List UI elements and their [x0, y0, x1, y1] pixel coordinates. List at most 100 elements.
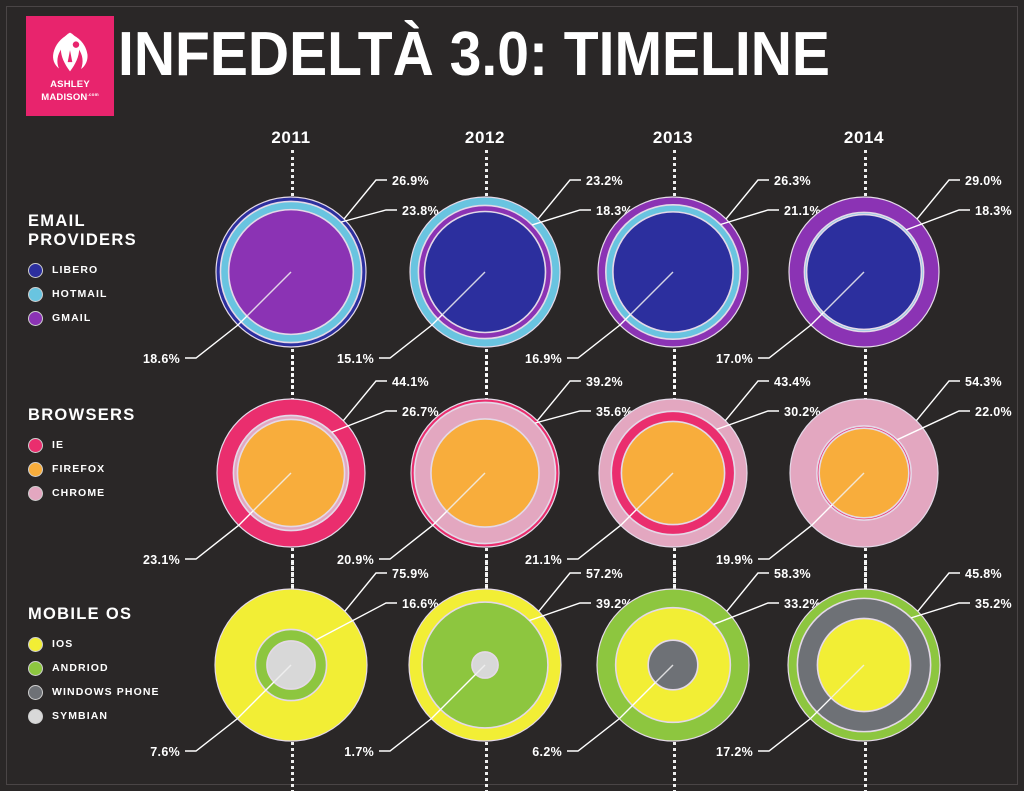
legend-item-ios[interactable]: IOS	[28, 632, 160, 656]
callout-leader-line	[534, 410, 591, 424]
year-label-2013: 2013	[652, 128, 694, 147]
callout-leader-line	[538, 572, 581, 612]
logo-line-1: ASHLEY	[50, 79, 90, 90]
callout-value-inner: 19.9%	[716, 553, 753, 567]
callout-leader-line	[185, 681, 275, 752]
callout-value-outer: 23.2%	[586, 174, 623, 188]
chart-browsers-2013: 43.4% 30.2% 21.1%	[525, 353, 863, 593]
legend-item-gmail[interactable]: GMAIL	[28, 306, 137, 330]
callout-leader-inner	[636, 472, 674, 510]
legend-title-mobile-os: MOBILE OS	[28, 605, 133, 623]
callout-leader-line	[185, 315, 248, 359]
callout-leader-line	[716, 410, 779, 431]
legend-mobile-os: MOBILE OS IOS ANDRIOD WINDOWS PHONE SYMBIAN	[28, 605, 160, 728]
callout-leader-line	[531, 209, 591, 226]
callout-value-inner: 16.9%	[525, 352, 562, 366]
callout-value-outer: 45.8%	[965, 567, 1002, 581]
callout-leader-line	[758, 312, 824, 359]
callout-leader-line	[342, 380, 387, 422]
callout-value-outer: 58.3%	[774, 567, 811, 581]
callout-value-inner: 21.1%	[525, 553, 562, 567]
callout-value-middle: 22.0%	[975, 405, 1012, 419]
callout-leader-inner	[252, 472, 292, 512]
legend-item-symbian[interactable]: SYMBIAN	[28, 704, 160, 728]
callout-leader-line	[910, 602, 970, 619]
logo-wordmark: ASHLEY MADISON.com	[41, 80, 99, 103]
legend-browsers: BROWSERS IE FIREFOX CHROME	[28, 406, 136, 505]
legend-item-hotmail[interactable]: HOTMAIL	[28, 282, 137, 306]
callout-value-inner: 20.9%	[337, 553, 374, 567]
callout-leader-line	[331, 410, 397, 433]
callout-leader-line	[917, 572, 960, 612]
logo-tld: .com	[87, 92, 99, 97]
callout-leader-line	[537, 179, 581, 220]
chart-email-providers-2011: 26.9% 23.8% 18.6%	[143, 152, 481, 392]
callout-value-middle: 16.6%	[402, 597, 439, 611]
ashley-madison-logo: ASHLEY MADISON.com	[26, 16, 114, 116]
legend-swatch-icon	[28, 262, 43, 278]
legend-label: ANDRIOD	[52, 662, 109, 674]
callout-leader-line	[536, 380, 581, 422]
legend-email-providers: EMAIL PROVIDERS LIBERO HOTMAIL GMAIL	[28, 212, 137, 330]
callout-value-outer: 26.9%	[392, 174, 429, 188]
callout-value-inner: 17.2%	[716, 745, 753, 759]
callout-leader-line	[724, 380, 769, 422]
legend-label: WINDOWS PHONE	[52, 686, 160, 698]
chart-email-providers-2013: 26.3% 21.1% 16.9%	[525, 152, 863, 392]
callout-value-outer: 26.3%	[774, 174, 811, 188]
legend-swatch-icon	[28, 660, 43, 676]
legend-label: HOTMAIL	[52, 288, 108, 300]
chart-email-providers-2014: 29.0% 18.3% 17.0%	[716, 152, 1024, 392]
callout-leader-line	[915, 380, 960, 422]
legend-label: FIREFOX	[52, 463, 106, 475]
callout-leader-line	[567, 508, 638, 560]
legend-swatch-icon	[28, 636, 43, 652]
callout-leader-line	[758, 697, 832, 752]
callout-leader-line	[529, 602, 591, 622]
callout-value-outer: 54.3%	[965, 375, 1002, 389]
chart-mobile-os-2013: 58.3% 33.2% 6.2%	[532, 545, 863, 785]
callout-leader-line	[567, 314, 631, 359]
callout-value-outer: 29.0%	[965, 174, 1002, 188]
legend-swatch-icon	[28, 437, 43, 453]
callout-leader-line	[897, 410, 970, 441]
legend-label: IE	[52, 439, 65, 451]
callout-value-inner: 6.2%	[532, 745, 562, 759]
callout-value-inner: 18.6%	[143, 352, 180, 366]
callout-value-middle: 33.2%	[784, 597, 821, 611]
callout-leader-line	[916, 179, 960, 220]
callout-leader-inner	[441, 271, 486, 316]
callout-leader-line	[713, 602, 779, 626]
callout-leader-inner	[831, 472, 865, 506]
legend-item-chrome[interactable]: CHROME	[28, 481, 136, 505]
legend-item-firefox[interactable]: FIREFOX	[28, 457, 136, 481]
page-title: INFEDELTÀ 3.0: TIMELINE	[118, 20, 830, 89]
legend-swatch-icon	[28, 708, 43, 724]
chart-browsers-2014: 54.3% 22.0% 19.9%	[716, 353, 1024, 593]
callout-leader-line	[344, 572, 387, 612]
legend-title-browsers: BROWSERS	[28, 406, 136, 424]
chart-email-providers-2012: 23.2% 18.3% 15.1%	[337, 152, 675, 392]
callout-value-middle: 35.6%	[596, 405, 633, 419]
callout-leader-line	[726, 572, 769, 612]
callout-value-middle: 35.2%	[975, 597, 1012, 611]
legend-item-libero[interactable]: LIBERO	[28, 258, 137, 282]
legend-label: CHROME	[52, 487, 106, 499]
callout-value-inner: 17.0%	[716, 352, 753, 366]
callout-leader-inner	[446, 472, 486, 512]
callout-leader-line	[379, 314, 443, 359]
callout-value-inner: 15.1%	[337, 352, 374, 366]
callout-leader-line	[905, 209, 970, 231]
year-label-2011: 2011	[271, 128, 311, 147]
legend-item-windows-phone[interactable]: WINDOWS PHONE	[28, 680, 160, 704]
year-label-2012: 2012	[464, 128, 506, 147]
legend-item-ie[interactable]: IE	[28, 433, 136, 457]
callout-leader-line	[315, 602, 397, 641]
legend-item-andriod[interactable]: ANDRIOD	[28, 656, 160, 680]
ashley-madison-woman-ring-icon	[53, 32, 88, 72]
legend-swatch-icon	[28, 286, 43, 302]
callout-value-inner: 23.1%	[143, 553, 180, 567]
callout-leader-inner	[822, 271, 865, 314]
callout-value-middle: 26.7%	[402, 405, 439, 419]
